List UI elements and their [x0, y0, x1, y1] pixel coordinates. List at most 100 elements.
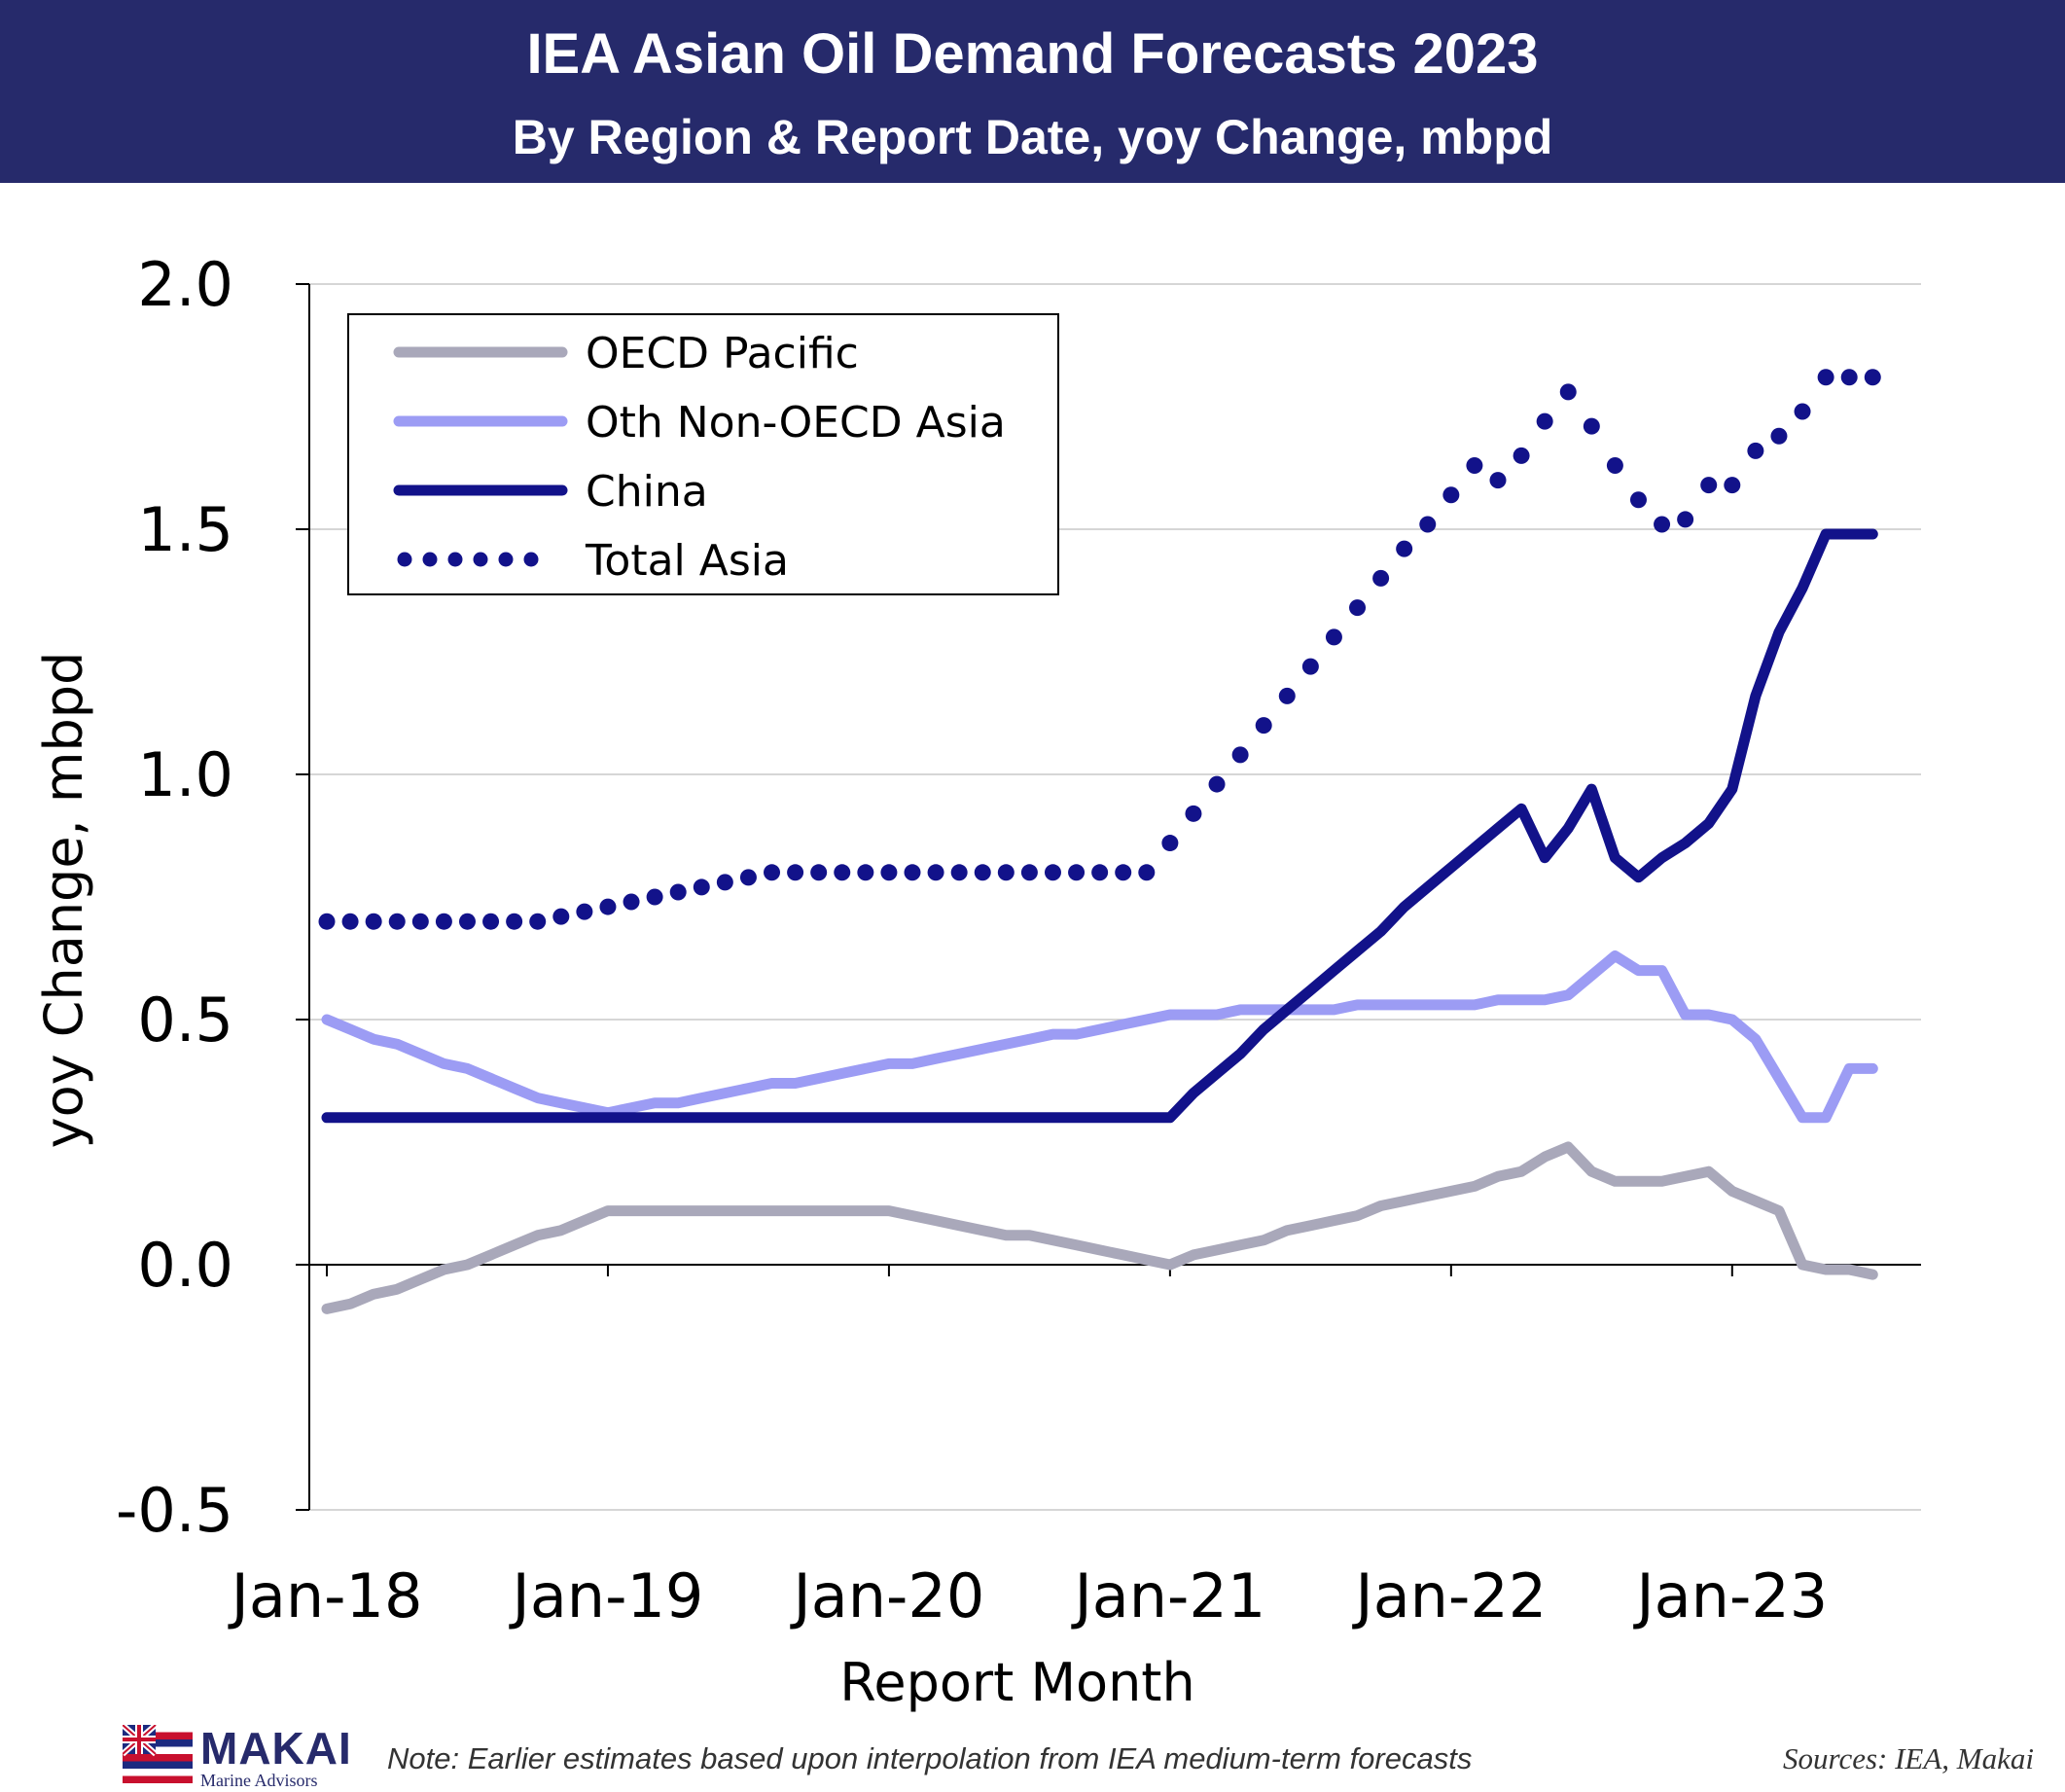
legend-box — [347, 313, 1059, 595]
data-point — [669, 883, 687, 901]
data-point — [1044, 864, 1061, 881]
data-point — [1301, 658, 1319, 675]
data-point — [1419, 516, 1437, 533]
logo-tagline: Marine Advisors — [200, 1771, 318, 1790]
data-point — [1794, 403, 1811, 420]
data-point — [1278, 687, 1296, 704]
data-point — [950, 864, 968, 881]
data-point — [1185, 805, 1202, 822]
data-point — [904, 864, 921, 881]
data-point — [1583, 417, 1600, 435]
legend-swatch — [447, 552, 463, 567]
title-bar: IEA Asian Oil Demand Forecasts 2023 By R… — [0, 0, 2065, 183]
data-point — [1068, 864, 1086, 881]
y-tick-label: 1.5 — [137, 494, 233, 565]
data-point — [435, 913, 452, 930]
data-point — [1255, 717, 1272, 735]
legend-label: Oth Non-OECD Asia — [586, 398, 1006, 448]
data-point — [529, 913, 547, 930]
data-point — [1606, 456, 1623, 474]
series-line-oth-non-oecd-asia — [321, 950, 1878, 1124]
data-point — [1629, 491, 1647, 509]
chart-title: IEA Asian Oil Demand Forecasts 2023 — [526, 22, 1539, 86]
data-point — [365, 913, 382, 930]
chart-subtitle: By Region & Report Date, yoy Change, mbp… — [512, 110, 1553, 164]
data-point — [388, 913, 406, 930]
data-point — [1020, 864, 1038, 881]
data-point — [880, 864, 898, 881]
data-point — [834, 864, 851, 881]
x-tick-label: Jan-19 — [509, 1560, 704, 1631]
data-point — [1442, 486, 1460, 504]
data-point — [1466, 456, 1483, 474]
data-point — [1677, 511, 1694, 528]
data-point — [1700, 477, 1718, 494]
data-point — [974, 864, 991, 881]
data-point — [739, 869, 757, 886]
logo-name: MAKAI — [200, 1723, 352, 1774]
series-lines — [318, 369, 1881, 1314]
data-point — [1654, 516, 1671, 533]
data-point — [997, 864, 1015, 881]
data-point — [1536, 412, 1553, 430]
data-point — [1864, 369, 1881, 386]
data-point — [787, 864, 804, 881]
data-point — [458, 913, 476, 930]
series-total-asia — [318, 369, 1881, 930]
data-point — [810, 864, 828, 881]
data-point — [623, 893, 640, 911]
series-line-oecd-pacific — [321, 1141, 1878, 1314]
data-point — [411, 913, 429, 930]
y-tick-label: 1.0 — [137, 739, 233, 810]
data-point — [576, 903, 593, 920]
y-axis-title: yoy Change, mbpd — [33, 652, 94, 1149]
data-point — [1231, 746, 1249, 764]
legend-label: Total Asia — [585, 536, 789, 586]
data-point — [318, 913, 336, 930]
legend-label: OECD Pacific — [586, 329, 859, 378]
data-point — [1396, 540, 1413, 557]
data-point — [1138, 864, 1156, 881]
data-point — [1840, 369, 1858, 386]
data-point — [1817, 369, 1834, 386]
x-tick-labels: Jan-18 Jan-19 Jan-20 Jan-21 Jan-22 Jan-23 — [228, 1560, 1829, 1631]
data-point — [857, 864, 874, 881]
data-point — [1208, 775, 1226, 793]
x-tick-label: Jan-21 — [1070, 1560, 1265, 1631]
data-point — [1489, 472, 1507, 489]
y-tick-label: 0.5 — [137, 985, 233, 1056]
data-point — [1091, 864, 1109, 881]
x-tick-label: Jan-22 — [1351, 1560, 1547, 1631]
legend-swatch — [397, 552, 412, 567]
data-point — [1372, 569, 1390, 587]
data-point — [1349, 599, 1367, 617]
series-line-china — [321, 528, 1878, 1124]
data-point — [1115, 864, 1132, 881]
footnote: Note: Earlier estimates based upon inter… — [387, 1741, 1473, 1775]
legend-label: China — [586, 467, 708, 517]
data-point — [506, 913, 523, 930]
data-point — [1747, 442, 1764, 459]
data-point — [1559, 383, 1577, 401]
y-tick-labels: -0.5 0.0 0.5 1.0 1.5 2.0 — [116, 249, 233, 1546]
data-point — [1325, 628, 1342, 646]
sources-note: Sources: IEA, Makai — [1783, 1741, 2034, 1775]
legend: OECD Pacific Oth Non-OECD Asia China Total … — [347, 313, 1059, 595]
data-point — [1770, 427, 1788, 445]
data-point — [927, 864, 944, 881]
data-point — [764, 864, 781, 881]
x-tick-label: Jan-18 — [228, 1560, 423, 1631]
data-point — [341, 913, 359, 930]
data-point — [716, 874, 733, 891]
makai-flag-icon — [123, 1725, 193, 1783]
legend-swatch — [498, 552, 514, 567]
data-point — [1724, 477, 1741, 494]
x-tick-label: Jan-23 — [1632, 1560, 1828, 1631]
data-point — [693, 878, 710, 896]
x-axis-title: Report Month — [839, 1652, 1194, 1713]
y-tick-label: 2.0 — [137, 249, 233, 320]
data-point — [552, 908, 570, 925]
y-tick-label: -0.5 — [116, 1475, 233, 1546]
data-point — [646, 888, 663, 906]
y-tick-label: 0.0 — [137, 1230, 233, 1301]
